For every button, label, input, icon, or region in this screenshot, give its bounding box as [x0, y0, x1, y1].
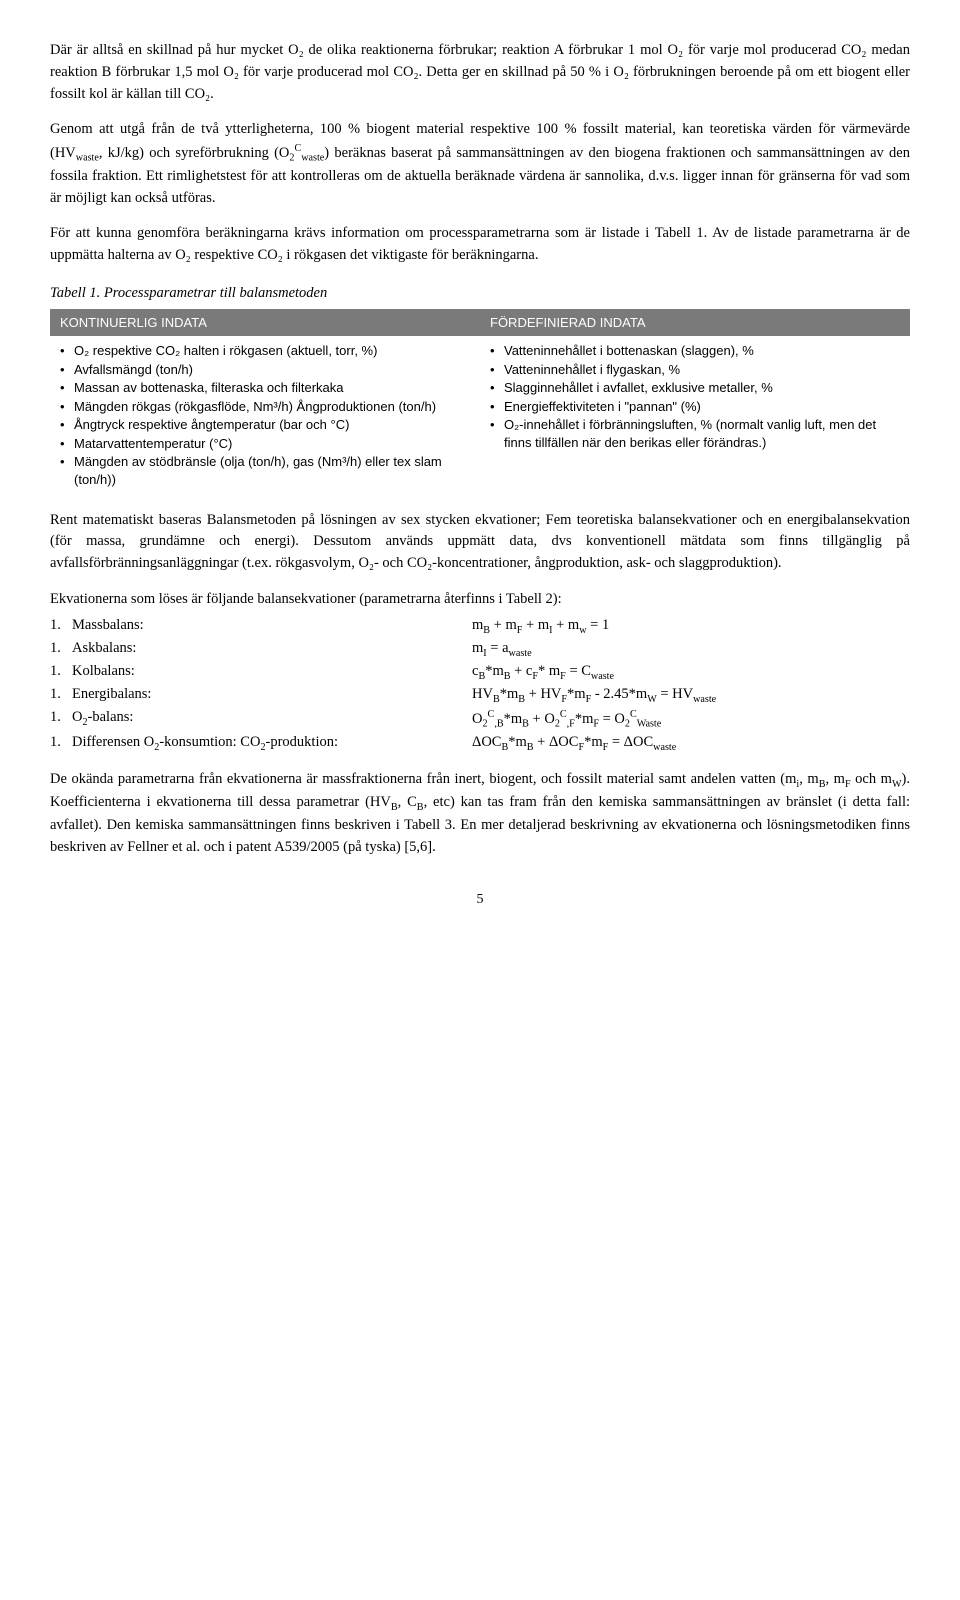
eq-num: 1.: [50, 615, 72, 638]
eq-formula: mB + mF + mI + mw = 1: [472, 615, 910, 638]
eq-formula: mI = awaste: [472, 638, 910, 661]
table-caption: Tabell 1. Processparametrar till balansm…: [50, 283, 910, 305]
eq-label: O2-balans:: [72, 707, 472, 732]
eq-num: 1.: [50, 732, 72, 755]
equation-row: 1. Energibalans: HVB*mB + HVF*mF - 2.45*…: [50, 684, 910, 707]
list-item: Avfallsmängd (ton/h): [74, 361, 470, 379]
list-item: Massan av bottenaska, filteraska och fil…: [74, 379, 470, 397]
eq-label: Differensen O2-konsumtion: CO2-produktio…: [72, 732, 472, 755]
sub-waste: waste: [76, 153, 99, 164]
paragraph-6: De okända parametrarna från ekvationerna…: [50, 769, 910, 859]
p2-mid1: , kJ/kg) och syreförbrukning (O: [99, 145, 290, 161]
table-header-right: FÖRDEFINIERAD INDATA: [480, 309, 910, 337]
equation-list: 1. Massbalans: mB + mF + mI + mw = 1 1. …: [50, 615, 910, 756]
paragraph-3: För att kunna genomföra beräkningarna kr…: [50, 223, 910, 267]
list-item: Mängden rökgas (rökgasflöde, Nm³/h) Ångp…: [74, 398, 470, 416]
sub-waste-2: waste: [301, 153, 324, 164]
list-item: Ångtryck respektive ångtemperatur (bar o…: [74, 416, 470, 434]
eq-formula: O2C,B*mB + O2C,F*mF = O2CWaste: [472, 707, 910, 732]
list-item: Matarvattentemperatur (°C): [74, 435, 470, 453]
equation-row: 1. Kolbalans: cB*mB + cF* mF = Cwaste: [50, 661, 910, 684]
table-cell-left: •O₂ respektive CO₂ halten i rökgasen (ak…: [50, 336, 480, 495]
eq-num: 1.: [50, 707, 72, 732]
paragraph-2: Genom att utgå från de två ytterligheter…: [50, 119, 910, 209]
equation-row: 1. Askbalans: mI = awaste: [50, 638, 910, 661]
paragraph-5: Ekvationerna som löses är följande balan…: [50, 589, 910, 611]
eq-num: 1.: [50, 661, 72, 684]
list-item: Vatteninnehållet i bottenaskan (slaggen)…: [504, 342, 900, 360]
eq-formula: HVB*mB + HVF*mF - 2.45*mW = HVwaste: [472, 684, 910, 707]
equation-row: 1. O2-balans: O2C,B*mB + O2C,F*mF = O2CW…: [50, 707, 910, 732]
equation-row: 1. Differensen O2-konsumtion: CO2-produk…: [50, 732, 910, 755]
eq-num: 1.: [50, 638, 72, 661]
table-cell-right: •Vatteninnehållet i bottenaskan (slaggen…: [480, 336, 910, 495]
paragraph-1: Där är alltså en skillnad på hur mycket …: [50, 40, 910, 105]
list-item: Vatteninnehållet i flygaskan, %: [504, 361, 900, 379]
list-item: Energieffektiviteten i "pannan" (%): [504, 398, 900, 416]
indata-table: KONTINUERLIG INDATA FÖRDEFINIERAD INDATA…: [50, 309, 910, 496]
eq-formula: ΔOCB*mB + ΔOCF*mF = ΔOCwaste: [472, 732, 910, 755]
list-item: O₂ respektive CO₂ halten i rökgasen (akt…: [74, 342, 470, 360]
table-header-left: KONTINUERLIG INDATA: [50, 309, 480, 337]
eq-label: Massbalans:: [72, 615, 472, 638]
list-item: Slagginnehållet i avfallet, exklusive me…: [504, 379, 900, 397]
list-item: Mängden av stödbränsle (olja (ton/h), ga…: [74, 453, 470, 488]
list-item: O₂-innehållet i förbränningsluften, % (n…: [504, 416, 900, 451]
page-number: 5: [50, 889, 910, 910]
p6-pre: De okända parametrarna från ekvationerna…: [50, 771, 796, 787]
paragraph-4: Rent matematiskt baseras Balansmetoden p…: [50, 510, 910, 575]
equation-row: 1. Massbalans: mB + mF + mI + mw = 1: [50, 615, 910, 638]
eq-label: Energibalans:: [72, 684, 472, 707]
eq-num: 1.: [50, 684, 72, 707]
eq-formula: cB*mB + cF* mF = Cwaste: [472, 661, 910, 684]
sub-2: 2: [289, 153, 294, 164]
eq-label: Askbalans:: [72, 638, 472, 661]
eq-label: Kolbalans:: [72, 661, 472, 684]
